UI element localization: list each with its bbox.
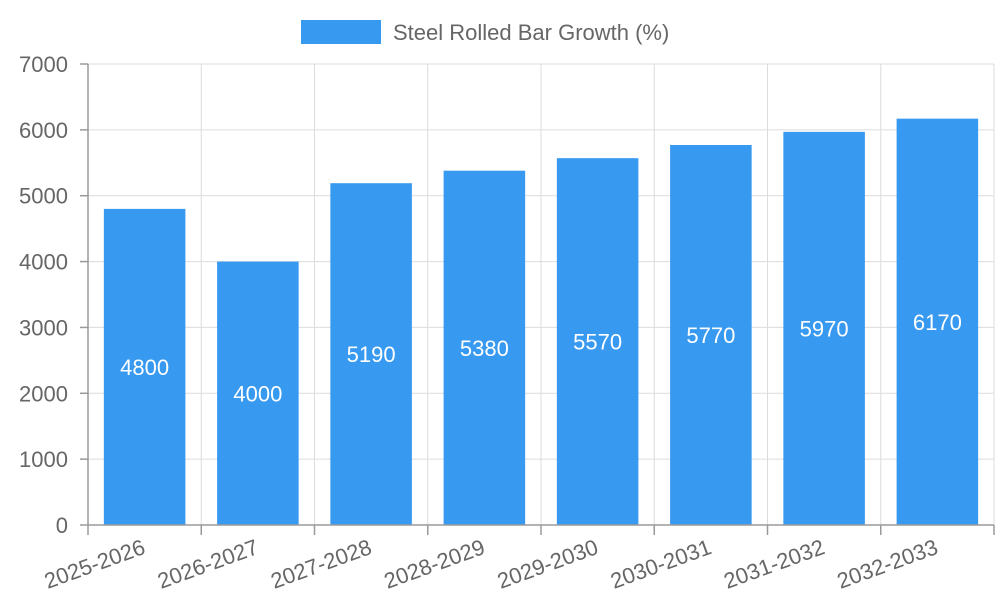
bar <box>670 145 752 526</box>
y-tick-label: 7000 <box>19 52 68 77</box>
bar <box>896 118 979 525</box>
y-tick-label: 0 <box>56 513 68 538</box>
y-tick-label: 4000 <box>19 250 68 275</box>
data-label: 5380 <box>460 336 509 361</box>
legend-label: Steel Rolled Bar Growth (%) <box>393 20 669 45</box>
x-tick-label: 2026-2027 <box>154 534 261 593</box>
y-tick-label: 2000 <box>19 381 68 406</box>
x-tick-label: 2031-2032 <box>720 534 827 593</box>
x-tick-label: 2027-2028 <box>267 534 374 593</box>
bar <box>783 131 865 525</box>
x-tick-label: 2030-2031 <box>607 534 714 593</box>
legend: Steel Rolled Bar Growth (%) <box>301 20 669 45</box>
axes <box>80 63 995 535</box>
bars <box>103 118 979 526</box>
y-tick-label: 1000 <box>19 447 68 472</box>
data-label: 4000 <box>233 381 282 406</box>
data-label: 5770 <box>686 323 735 348</box>
bar <box>217 261 299 525</box>
data-label: 6170 <box>913 310 962 335</box>
data-label: 5970 <box>800 316 849 341</box>
x-tick-label: 2028-2029 <box>381 534 488 593</box>
x-tick-label: 2032-2033 <box>834 534 941 593</box>
bar <box>103 208 186 525</box>
bar <box>330 183 412 526</box>
x-tick-label: 2029-2030 <box>494 534 601 593</box>
data-label: 5190 <box>347 342 396 367</box>
data-label: 5570 <box>573 330 622 355</box>
legend-swatch <box>301 20 381 44</box>
x-tick-label: 2025-2026 <box>41 534 148 593</box>
y-tick-label: 3000 <box>19 315 68 340</box>
bar <box>556 158 639 525</box>
bar <box>443 170 526 525</box>
y-tick-label: 5000 <box>19 184 68 209</box>
data-label: 4800 <box>120 355 169 380</box>
y-tick-label: 6000 <box>19 118 68 143</box>
